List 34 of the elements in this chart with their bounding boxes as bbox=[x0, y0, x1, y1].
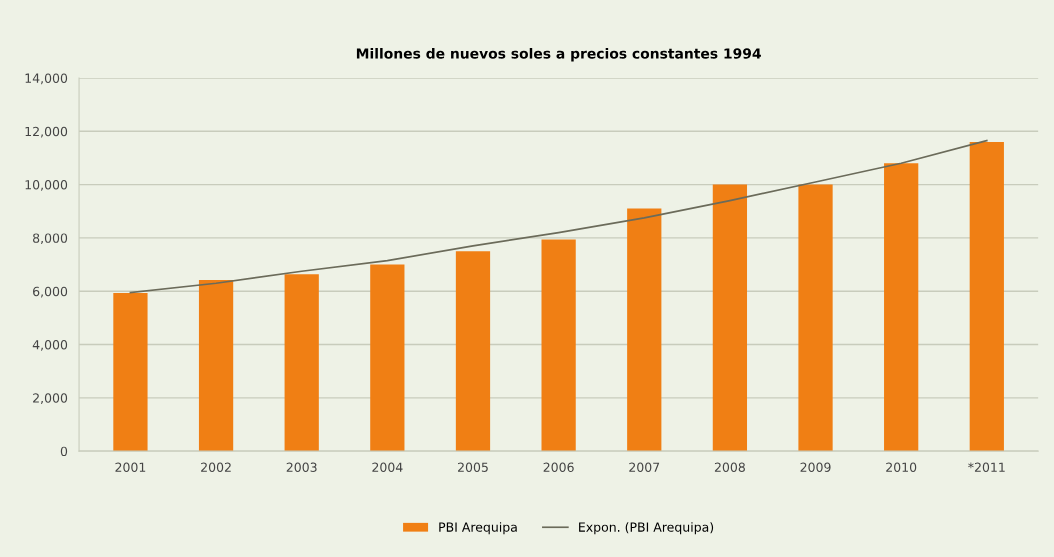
y-tick-label: 4,000 bbox=[32, 340, 68, 351]
y-tick-label: 14,000 bbox=[25, 73, 68, 85]
bar bbox=[113, 293, 148, 452]
x-tick-label: 2004 bbox=[372, 462, 403, 472]
y-tick-label: 8,000 bbox=[33, 233, 68, 245]
y-tick-label: 6,000 bbox=[33, 286, 68, 298]
line-series bbox=[129, 139, 988, 294]
bar bbox=[198, 280, 234, 452]
bar bbox=[712, 184, 748, 452]
bar bbox=[884, 163, 919, 452]
bar bbox=[969, 141, 1004, 452]
x-tick-label: *2011 bbox=[968, 462, 1005, 472]
y-tick-label: 12,000 bbox=[25, 126, 68, 138]
legend-label: PBI Arequipa bbox=[439, 522, 517, 535]
y-tick-label: 10,000 bbox=[25, 180, 68, 191]
chart-title: Millones de nuevos soles a precios constantes 1994 bbox=[356, 47, 761, 62]
x-tick-label: 2009 bbox=[800, 462, 831, 472]
bar bbox=[370, 264, 405, 452]
bar bbox=[455, 251, 491, 452]
bar bbox=[541, 239, 576, 452]
y-tick-label: 2,000 bbox=[33, 393, 68, 405]
bar bbox=[798, 184, 833, 452]
x-tick-label: 2008 bbox=[714, 462, 745, 472]
x-tick-label: 2006 bbox=[543, 462, 574, 472]
legend-label: Expon. (PBI Arequipa) bbox=[579, 522, 714, 535]
y-tick-label: 0 bbox=[60, 446, 68, 457]
x-tick-label: 2010 bbox=[886, 462, 917, 472]
x-tick-label: 2003 bbox=[286, 462, 317, 472]
bar bbox=[284, 274, 319, 452]
x-tick-label: 2002 bbox=[201, 462, 231, 472]
x-tick-label: 2001 bbox=[115, 462, 146, 472]
x-tick-label: 2005 bbox=[457, 462, 488, 472]
x-tick-label: 2007 bbox=[629, 462, 660, 472]
bar bbox=[627, 208, 662, 452]
